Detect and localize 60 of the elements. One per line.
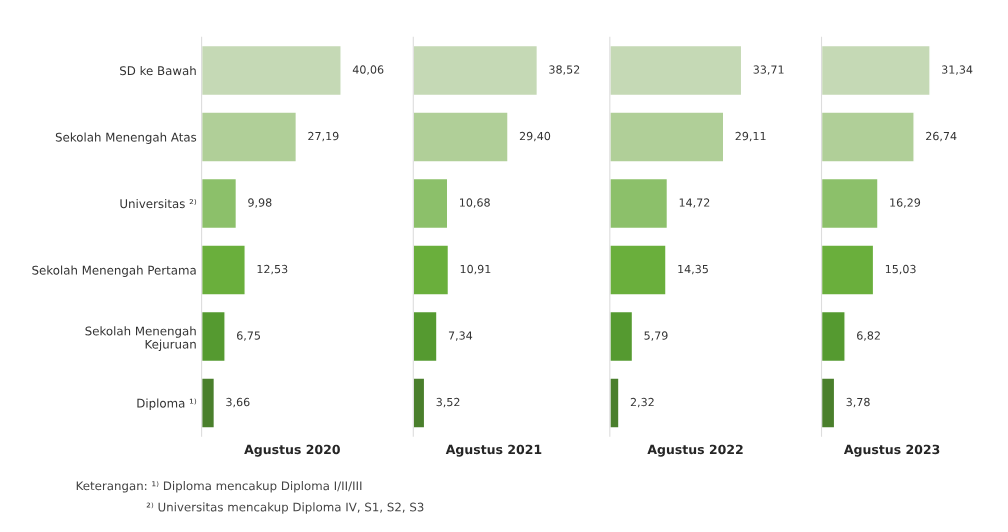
x-axis-title: Agustus 2020 — [244, 444, 340, 457]
y-tick-label: Sekolah Menengah Kejuruan — [85, 326, 196, 351]
data-label: 10,68 — [460, 198, 490, 208]
data-label: 14,35 — [678, 264, 708, 275]
data-label: 5,79 — [644, 331, 668, 341]
y-tick-label: Sekolah Menengah Pertama — [32, 265, 196, 277]
bar — [821, 244, 875, 296]
bar — [821, 310, 846, 363]
bar — [821, 44, 931, 97]
data-label: 14,72 — [679, 198, 710, 208]
bar — [201, 310, 226, 363]
data-label: 3,78 — [846, 397, 870, 408]
bar — [609, 44, 743, 97]
bar — [201, 44, 342, 97]
bar — [201, 244, 246, 296]
data-label: 38,52 — [549, 65, 580, 75]
bar — [821, 377, 836, 429]
data-label: 6,75 — [237, 331, 260, 341]
bar — [609, 310, 634, 363]
data-label: 40,06 — [352, 65, 384, 75]
y-tick-label: Universitas ²⁾ — [120, 199, 197, 209]
data-label: 3,66 — [226, 397, 250, 408]
data-label: 27,19 — [308, 131, 339, 142]
bar — [413, 377, 426, 429]
bar — [609, 177, 669, 230]
data-label: 7,34 — [448, 331, 473, 341]
y-tick-label: SD ke Bawah — [120, 66, 196, 76]
x-axis-title: Agustus 2023 — [843, 444, 940, 457]
bar — [413, 44, 539, 97]
y-tick-label: Diploma ¹⁾ — [137, 398, 197, 410]
text: Keterangan: ¹⁾ Diploma mencakup Diploma I/II/III — [76, 481, 362, 493]
x-axis-title: Agustus 2021 — [445, 444, 542, 457]
bar — [413, 244, 450, 296]
data-label: 12,53 — [257, 264, 288, 275]
bar — [609, 377, 620, 429]
data-label: 29,40 — [519, 131, 551, 142]
bar — [821, 111, 915, 163]
data-label: 9,98 — [248, 198, 272, 208]
text: ²⁾ Universitas mencakup Diploma IV, S1, S2, S3 — [146, 502, 424, 514]
data-label: 2,32 — [630, 397, 654, 408]
data-label: 16,29 — [890, 198, 921, 208]
x-axis-title: Agustus 2022 — [647, 444, 743, 457]
data-label: 29,11 — [735, 131, 766, 142]
bar — [609, 111, 725, 163]
y-tick-label: Sekolah Menengah Atas — [55, 132, 197, 144]
bar — [201, 377, 216, 429]
data-label: 6,82 — [857, 331, 880, 341]
bar — [609, 244, 667, 296]
bar — [201, 111, 298, 163]
bar — [413, 111, 509, 163]
data-label: 31,34 — [942, 65, 973, 75]
data-label: 26,74 — [926, 131, 957, 142]
data-label: 33,71 — [753, 65, 784, 75]
bar — [821, 177, 879, 230]
bar — [201, 177, 238, 230]
data-label: 15,03 — [885, 264, 916, 275]
bar — [413, 177, 449, 230]
bar — [413, 310, 438, 363]
data-label: 3,52 — [436, 397, 460, 408]
data-label: 10,91 — [460, 264, 491, 275]
